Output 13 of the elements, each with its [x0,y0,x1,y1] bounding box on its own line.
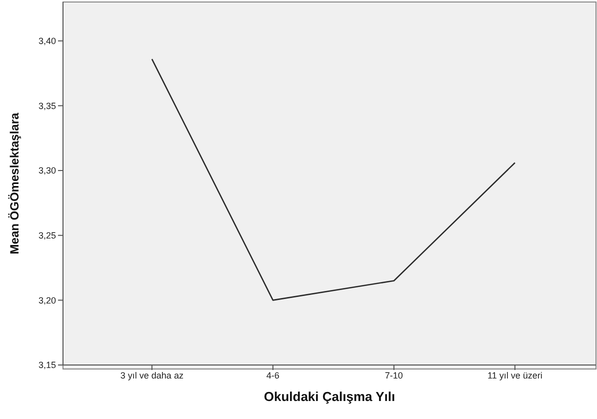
y-tick-label: 3,20 [38,295,56,306]
y-tick-label: 3,40 [38,36,56,46]
y-tick-label: 3,15 [38,360,56,370]
y-tick-label: 3,35 [38,100,56,111]
line-series [151,58,516,301]
x-tick-label: 7-10 [384,370,403,380]
y-axis-title: Mean ÖGÖmeslektaşlara [7,112,22,254]
x-tick-label: 4-6 [266,370,280,380]
y-tick-label: 3,25 [38,230,56,241]
x-axis-title: Okuldaki Çalışma Yılı [264,389,396,404]
x-tick-label: 11 yıl ve üzeri [488,370,542,380]
y-tick-label: 3,30 [38,166,56,176]
x-tick-label: 3 yıl ve daha az [120,370,184,380]
